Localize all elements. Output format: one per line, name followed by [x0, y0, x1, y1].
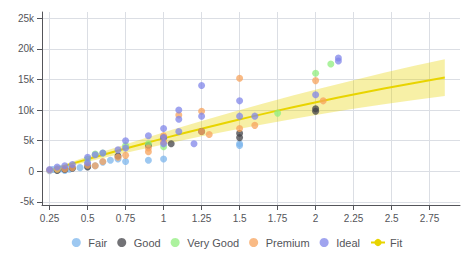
svg-text:Premium: Premium	[266, 237, 310, 249]
svg-text:1.25: 1.25	[192, 213, 212, 224]
svg-text:20k: 20k	[18, 43, 35, 54]
svg-text:10k: 10k	[18, 105, 35, 116]
svg-text:5k: 5k	[23, 135, 35, 146]
svg-text:Ideal: Ideal	[336, 237, 360, 249]
svg-text:-5k: -5k	[20, 196, 35, 207]
svg-text:1: 1	[161, 213, 167, 224]
svg-text:0.25: 0.25	[40, 213, 60, 224]
svg-text:Good: Good	[134, 237, 161, 249]
svg-text:Fair: Fair	[88, 237, 107, 249]
svg-text:1.75: 1.75	[268, 213, 288, 224]
svg-text:0: 0	[28, 166, 34, 177]
svg-text:0.75: 0.75	[116, 213, 136, 224]
svg-text:2.25: 2.25	[344, 213, 364, 224]
svg-text:2.75: 2.75	[420, 213, 440, 224]
svg-text:15k: 15k	[18, 74, 35, 85]
svg-text:25k: 25k	[18, 13, 35, 24]
svg-text:Fit: Fit	[390, 237, 402, 249]
svg-text:1.5: 1.5	[233, 213, 247, 224]
svg-text:0.5: 0.5	[81, 213, 95, 224]
svg-text:2.5: 2.5	[385, 213, 399, 224]
svg-text:2: 2	[313, 213, 319, 224]
svg-text:Very Good: Very Good	[187, 237, 239, 249]
